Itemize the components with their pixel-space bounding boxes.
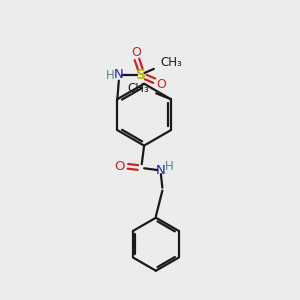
Text: N: N [156,164,166,177]
Text: CH₃: CH₃ [128,82,149,95]
Text: S: S [136,68,146,82]
Text: H: H [106,69,115,82]
Text: CH₃: CH₃ [160,56,182,69]
Text: O: O [115,160,125,173]
Text: N: N [114,68,124,81]
Text: H: H [165,160,173,173]
Text: O: O [157,78,166,91]
Text: O: O [131,46,141,59]
